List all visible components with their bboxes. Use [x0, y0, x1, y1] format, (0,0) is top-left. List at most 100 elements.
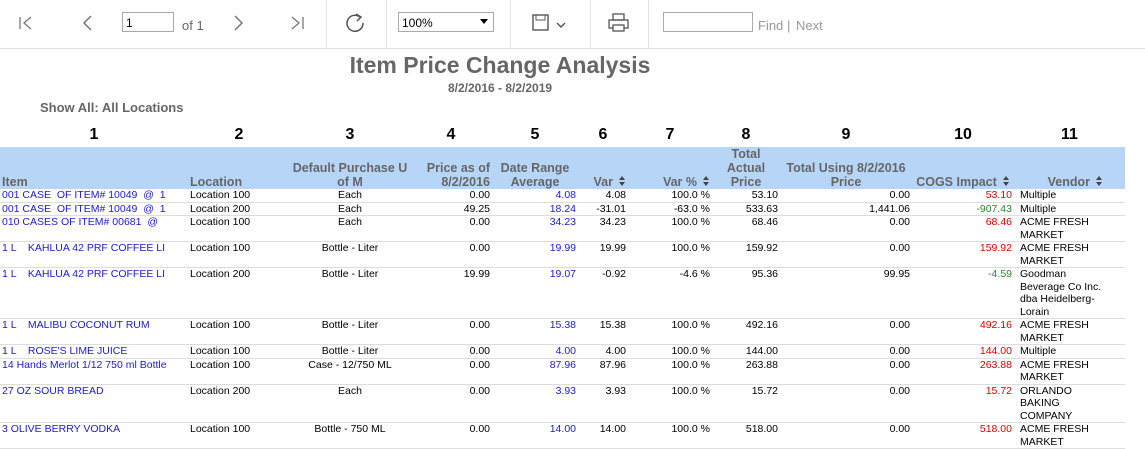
- cell: Location 100: [188, 422, 290, 449]
- column-header: Var: [578, 147, 628, 189]
- data-row: 001 CASE OF ITEM# 10049 @ 1 Location 100 E…: [0, 189, 1125, 203]
- cell: 518.00: [912, 422, 1014, 449]
- cell: Location 100: [188, 344, 290, 359]
- cell: 1 L KAHLUA 42 PRF COFFEE LI: [0, 241, 188, 268]
- header-text: Var %: [662, 175, 697, 189]
- date-range: 8/2/2016 - 8/2/2019: [447, 81, 553, 95]
- cell: -63.0 %: [628, 202, 712, 216]
- prev-page-button[interactable]: [80, 14, 94, 32]
- cell: 0.00: [410, 422, 492, 449]
- separator: [386, 0, 387, 48]
- vendor: ACME FRESH MARKET: [1020, 358, 1089, 384]
- cell: 68.46: [712, 215, 780, 242]
- next-page-button[interactable]: [232, 14, 246, 32]
- cell: 1 L MALIBU COCONUT RUM: [0, 318, 188, 345]
- find-button[interactable]: Find: [758, 18, 784, 33]
- cell: 159.92: [912, 241, 1014, 268]
- zoom-select[interactable]: 100%: [398, 12, 494, 32]
- data-row: 1 L MALIBU COCONUT RUM Location 100 Bottle…: [0, 318, 1125, 345]
- cell: 18.24: [492, 202, 578, 216]
- vendor: ACME FRESH MARKET: [1020, 319, 1089, 344]
- cell: 100.0 %: [628, 344, 712, 359]
- cell: 68.46: [912, 215, 1014, 242]
- cell: 14 Hands Merlot 1/12 750 ml Bottle: [0, 358, 188, 385]
- cell: 53.10: [912, 189, 1014, 203]
- cell: 19.99: [492, 241, 578, 268]
- cell: 100.0 %: [628, 318, 712, 345]
- cell: 0.00: [410, 318, 492, 345]
- cell: Each: [290, 215, 410, 242]
- cell: 0.00: [410, 189, 492, 203]
- cell: 001 CASE OF ITEM# 10049 @ 1: [0, 189, 188, 203]
- cell: 518.00: [712, 422, 780, 449]
- cell: Location 200: [188, 267, 290, 319]
- sort-icon[interactable]: [1002, 176, 1010, 186]
- cell: 100.0 %: [628, 422, 712, 449]
- cell: Bottle - 750 ML: [290, 422, 410, 449]
- export-button[interactable]: [531, 13, 571, 33]
- cell: 0.00: [780, 422, 912, 449]
- column-number: 2: [234, 126, 244, 144]
- sort-icon[interactable]: [702, 176, 710, 186]
- data-row: 1 L ROSE'S LIME JUICE Location 100 Bottle …: [0, 344, 1125, 359]
- cell: -31.01: [578, 202, 628, 216]
- cell: 4.08: [578, 189, 628, 203]
- cell: 99.95: [780, 267, 912, 319]
- header-text: Default Purchase U of M: [292, 161, 408, 189]
- cell: 1 L ROSE'S LIME JUICE: [0, 344, 188, 359]
- cell: Each: [290, 384, 410, 423]
- cell: 34.23: [578, 215, 628, 242]
- cell: 263.88: [712, 358, 780, 385]
- cell: 100.0 %: [628, 241, 712, 268]
- cell: Multiple: [1014, 189, 1125, 203]
- cell: ACME FRESH MARKET: [1014, 318, 1125, 345]
- data-row: 010 CASES OF ITEM# 00681 @ Location 100 Ea…: [0, 215, 1125, 242]
- cell: -4.6 %: [628, 267, 712, 319]
- column-header: Vendor: [1014, 147, 1125, 189]
- cell: 1,441.06: [780, 202, 912, 216]
- print-button[interactable]: [608, 13, 630, 33]
- cell: 53.10: [712, 189, 780, 203]
- cell: 4.08: [492, 189, 578, 203]
- sort-icon[interactable]: [618, 176, 626, 186]
- cell: Location 100: [188, 358, 290, 385]
- column-header: COGS Impact: [912, 147, 1014, 189]
- cell: Case - 12/750 ML: [290, 358, 410, 385]
- first-page-button[interactable]: [18, 15, 34, 31]
- cell: 159.92: [712, 241, 780, 268]
- next-button[interactable]: Next: [796, 18, 823, 33]
- cell: 27 OZ SOUR BREAD: [0, 384, 188, 423]
- cell: Bottle - Liter: [290, 241, 410, 268]
- cell: 1 L KAHLUA 42 PRF COFFEE LI: [0, 267, 188, 319]
- header-row: Item Location Default Purchase U of M Price…: [0, 147, 1125, 189]
- header-text: Price as of 8/2/2016: [426, 161, 490, 189]
- cell: 15.38: [578, 318, 628, 345]
- column-number: 7: [665, 126, 675, 144]
- report-title: Item Price Change Analysis: [349, 52, 651, 78]
- column-header: Location: [188, 147, 290, 189]
- cell: 95.36: [712, 267, 780, 319]
- cell: 34.23: [492, 215, 578, 242]
- find-input[interactable]: [663, 12, 753, 32]
- cell: 0.00: [780, 215, 912, 242]
- last-page-button[interactable]: [289, 15, 305, 31]
- vendor: Multiple: [1020, 189, 1057, 201]
- data-row: 14 Hands Merlot 1/12 750 ml Bottle Locati…: [0, 358, 1125, 385]
- cell: ACME FRESH MARKET: [1014, 241, 1125, 268]
- cell: ACME FRESH MARKET: [1014, 422, 1125, 449]
- column-number-row: 1 2 3 4 5 6 7 8 9 10 11: [0, 124, 1125, 147]
- column-number: 11: [1061, 126, 1078, 144]
- cell: Location 100: [188, 241, 290, 268]
- refresh-button[interactable]: [344, 12, 366, 34]
- cell: Bottle - Liter: [290, 318, 410, 345]
- cell: 15.38: [492, 318, 578, 345]
- cell: 0.00: [410, 241, 492, 268]
- cell: 0.00: [410, 358, 492, 385]
- header-text: COGS Impact: [916, 175, 997, 189]
- page-count: of 1: [182, 18, 204, 33]
- cell: Multiple: [1014, 344, 1125, 359]
- cell: ACME FRESH MARKET: [1014, 358, 1125, 385]
- sort-icon[interactable]: [1095, 176, 1103, 186]
- page-input[interactable]: 1: [122, 12, 174, 32]
